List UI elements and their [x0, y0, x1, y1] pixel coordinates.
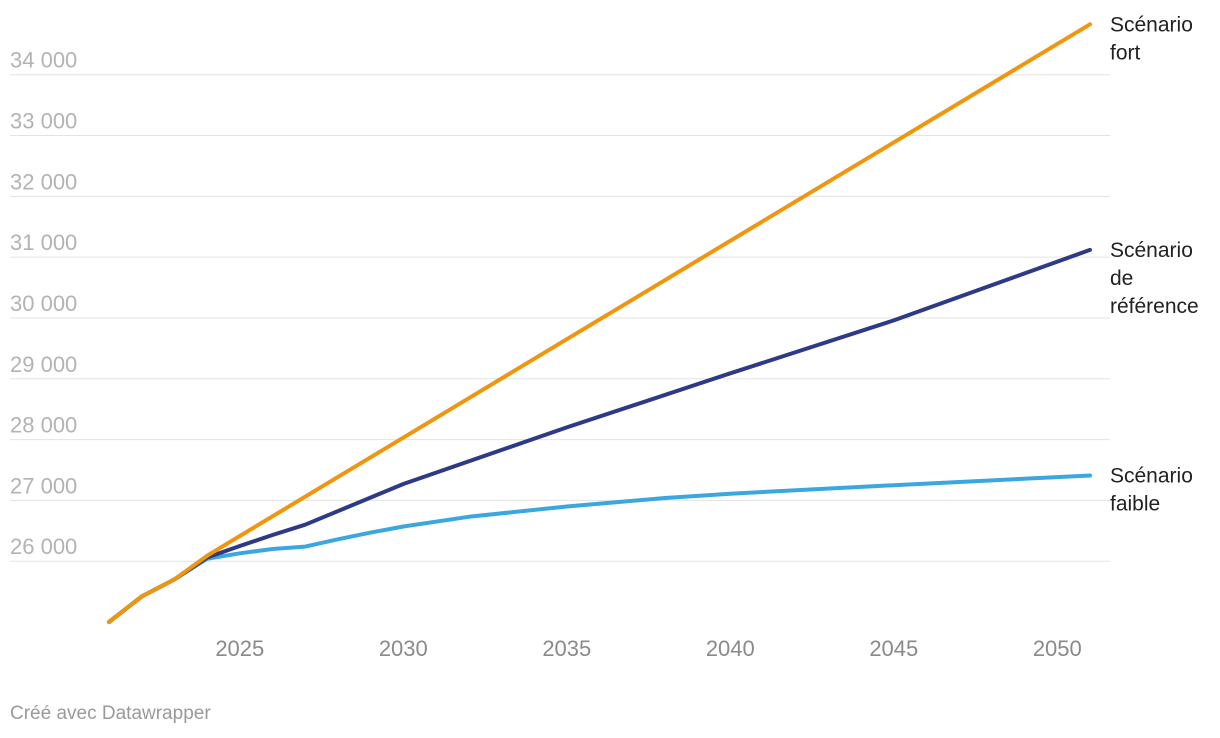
- series-label-1: Scénario de référence: [1110, 239, 1199, 318]
- series-labels: Scénario fort Scénario de référence Scénario f…: [1110, 13, 1199, 515]
- y-tick-label: 30 000: [10, 291, 77, 316]
- x-tick-label: 2050: [1033, 636, 1082, 661]
- x-tick-label: 2025: [215, 636, 264, 661]
- y-tick-label: 31 000: [10, 230, 77, 255]
- series-line-0: [107, 22, 1092, 624]
- y-tick-label: 28 000: [10, 413, 77, 438]
- gridlines: [10, 74, 1110, 562]
- x-tick-label: 2040: [706, 636, 755, 661]
- x-axis-ticks: 2025 2030 2035 2040 2045 2050: [215, 636, 1081, 661]
- y-axis-ticks: 26 000 27 000 28 000 29 000 30 000 31 000 32 0…: [10, 48, 77, 559]
- credit-text: Créé avec Datawrapper: [10, 703, 211, 724]
- series-label-0: Scénario fort: [1110, 13, 1193, 64]
- y-tick-label: 27 000: [10, 473, 77, 498]
- series-label-line: faible: [1110, 492, 1160, 515]
- series-label-line: Scénario: [1110, 239, 1193, 262]
- y-tick-label: 29 000: [10, 352, 77, 377]
- x-tick-label: 2035: [542, 636, 591, 661]
- series-line-2: [107, 473, 1092, 624]
- y-tick-label: 34 000: [10, 48, 77, 73]
- y-tick-label: 33 000: [10, 109, 77, 134]
- x-tick-label: 2045: [869, 636, 918, 661]
- series-label-2: Scénario faible: [1110, 464, 1193, 515]
- series-label-line: référence: [1110, 295, 1199, 318]
- series-line-1: [107, 247, 1092, 624]
- series-lines: [107, 22, 1092, 624]
- series-label-line: Scénario: [1110, 464, 1193, 487]
- y-tick-label: 32 000: [10, 169, 77, 194]
- y-tick-label: 26 000: [10, 534, 77, 559]
- series-label-line: Scénario: [1110, 13, 1193, 36]
- series-label-line: fort: [1110, 41, 1141, 64]
- series-label-line: de: [1110, 267, 1133, 290]
- x-tick-label: 2030: [379, 636, 428, 661]
